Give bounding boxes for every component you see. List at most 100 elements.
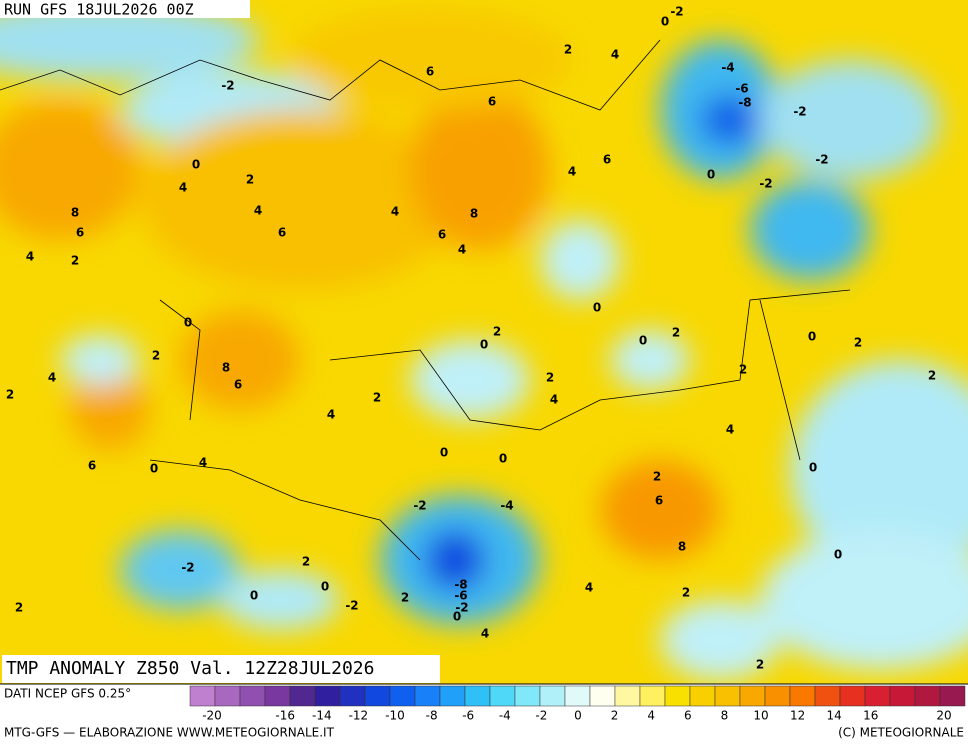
legend-tick-label: 4: [647, 709, 655, 723]
contour-label: 4: [585, 581, 593, 595]
contour-label: 0: [440, 446, 448, 460]
legend-swatch: [814, 685, 841, 707]
borders: [0, 39, 851, 561]
contour-label: -2: [793, 105, 806, 119]
contour-label: 6: [278, 226, 286, 240]
contour-label: -2: [181, 561, 194, 575]
contour-label: -2: [455, 601, 468, 615]
contour-label: 4: [550, 393, 558, 407]
contour-label: 6: [438, 228, 446, 242]
anomaly-field: [0, 0, 968, 684]
contour-label: 6: [655, 494, 663, 508]
contour-label: 2: [928, 369, 936, 383]
legend-swatch: [639, 685, 666, 707]
contour-label: 2: [854, 336, 862, 350]
contour-label: 4: [327, 408, 335, 422]
contour-label: 2: [71, 254, 79, 268]
contour-label: 6: [603, 153, 611, 167]
contour-label: 8: [470, 207, 478, 221]
legend-swatch: [564, 685, 591, 707]
legend-tick-label: 2: [611, 709, 619, 723]
legend-swatch: [189, 685, 216, 707]
contour-label: -8: [738, 96, 751, 110]
legend-tick-label: 10: [753, 709, 768, 723]
contour-label: 0: [499, 452, 507, 466]
contour-label: 8: [678, 540, 686, 554]
contour-label: 0: [321, 580, 329, 594]
legend-tick-label: 14: [827, 709, 842, 723]
legend-swatch: [614, 685, 641, 707]
legend-tick-label: -6: [462, 709, 474, 723]
contour-label: 6: [76, 226, 84, 240]
legend-swatch: [339, 685, 366, 707]
contour-label: 0: [184, 316, 192, 330]
footer-right: (C) METEOGIORNALE: [838, 726, 964, 740]
legend-swatch: [589, 685, 616, 707]
contour-label: 0: [809, 461, 817, 475]
contour-label: -2: [345, 599, 358, 613]
contour-label: 2: [15, 601, 23, 615]
contour-label: 2: [493, 325, 501, 339]
contour-label: 4: [26, 250, 34, 264]
legend-swatch: [789, 685, 816, 707]
contour-label: 0: [707, 168, 715, 182]
legend-tick-label: 6: [684, 709, 692, 723]
legend-tick-label: -20: [202, 709, 222, 723]
legend-tick-label: 0: [574, 709, 582, 723]
contour-label: 8: [222, 361, 230, 375]
legend-tick-label: -12: [349, 709, 369, 723]
contour-label: 4: [199, 456, 207, 470]
contour-label: 6: [488, 95, 496, 109]
contour-label: 2: [401, 591, 409, 605]
contour-label: 4: [726, 423, 734, 437]
legend-tick-label: 8: [721, 709, 729, 723]
legend-swatch: [314, 685, 341, 707]
contour-label: 4: [391, 205, 399, 219]
contour-label: -2: [759, 177, 772, 191]
legend-swatch: [539, 685, 566, 707]
contour-label: 6: [234, 378, 242, 392]
legend-tick-label: 20: [936, 709, 951, 723]
contour-label: 0: [150, 462, 158, 476]
legend-swatch: [489, 685, 516, 707]
contour-label: 6: [426, 65, 434, 79]
contour-label: 6: [88, 459, 96, 473]
contour-label: -6: [735, 82, 748, 96]
legend-swatch: [389, 685, 416, 707]
contour-label: 0: [834, 548, 842, 562]
contour-label: -6: [454, 589, 467, 603]
contour-label: 0: [192, 158, 200, 172]
contour-label: 4: [48, 371, 56, 385]
contour-label: 2: [756, 658, 764, 672]
contour-label: 2: [653, 470, 661, 484]
legend-swatch: [839, 685, 866, 707]
legend-swatch: [464, 685, 491, 707]
contour-label: -4: [721, 61, 734, 75]
legend-swatch: [214, 685, 241, 707]
contour-label: 2: [564, 43, 572, 57]
legend-source: DATI NCEP GFS 0.25°: [4, 687, 131, 701]
contour-label: 8: [71, 206, 79, 220]
contour-label: -2: [221, 79, 234, 93]
contour-label: 0: [593, 301, 601, 315]
legend-swatch: [739, 685, 766, 707]
legend-swatch: [714, 685, 741, 707]
contour-label: -8: [454, 578, 467, 592]
contour-label: 0: [639, 334, 647, 348]
contour-label: 2: [152, 349, 160, 363]
contour-label: 0: [453, 610, 461, 624]
legend-tick-label: -8: [426, 709, 438, 723]
legend-tick-label: -4: [499, 709, 511, 723]
legend-tick-label: 12: [790, 709, 805, 723]
legend-swatch: [414, 685, 441, 707]
legend-swatch: [664, 685, 691, 707]
contour-label: 2: [302, 555, 310, 569]
legend-tick-label: 16: [863, 709, 878, 723]
contour-label: 2: [739, 363, 747, 377]
contour-label: -2: [413, 499, 426, 513]
contour-label: 2: [672, 326, 680, 340]
contour-label: 0: [808, 330, 816, 344]
contour-label: 0: [480, 338, 488, 352]
footer-left: MTG-GFS — ELABORAZIONE WWW.METEOGIORNALE…: [4, 726, 335, 740]
